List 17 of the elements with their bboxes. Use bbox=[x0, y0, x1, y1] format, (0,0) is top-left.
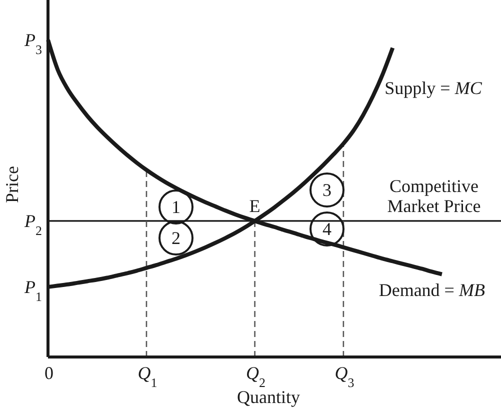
y-axis-title: Price bbox=[2, 166, 22, 203]
annotation: 2 bbox=[172, 228, 180, 248]
x-tick-label: 0 bbox=[44, 363, 54, 383]
annotation: 3 bbox=[322, 180, 332, 200]
series-label: Supply = MC bbox=[384, 78, 483, 98]
annotation: E bbox=[249, 196, 260, 216]
series-label: Demand = MB bbox=[378, 280, 485, 300]
annotation: P$_{1}$ bbox=[24, 276, 42, 304]
annotation: P$_{3}$ bbox=[24, 30, 42, 56]
x-axis-title: Quantity bbox=[237, 387, 300, 407]
annotation: 1 bbox=[172, 197, 180, 217]
x-tick-label: Q$_{2}$ bbox=[246, 363, 266, 390]
annotation: P$_{2}$ bbox=[24, 210, 42, 238]
x-tick-label: Q$_{3}$ bbox=[334, 363, 354, 390]
x-tick-label: Q$_{1}$ bbox=[138, 363, 158, 390]
annotation: 4 bbox=[322, 219, 332, 239]
ref-line-label: Competitive Market Price bbox=[387, 176, 481, 216]
